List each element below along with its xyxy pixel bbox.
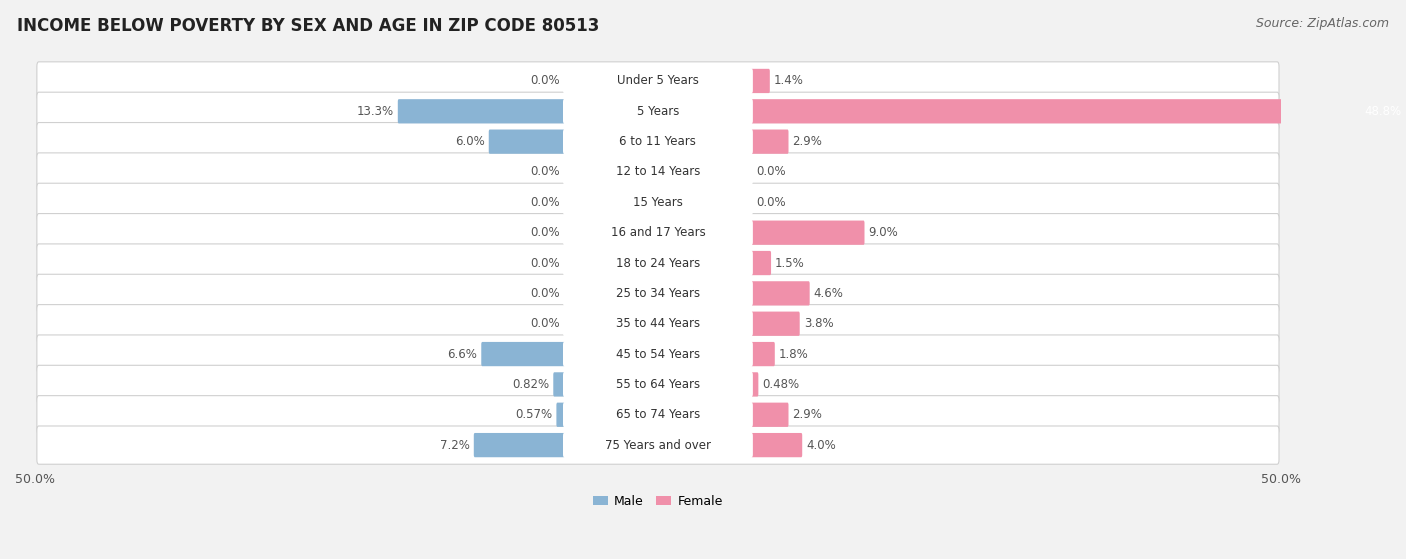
FancyBboxPatch shape (562, 68, 752, 94)
Text: 2.9%: 2.9% (793, 408, 823, 421)
Text: 9.0%: 9.0% (869, 226, 898, 239)
FancyBboxPatch shape (37, 365, 1279, 404)
FancyBboxPatch shape (751, 99, 1361, 124)
Text: 5 Years: 5 Years (637, 105, 679, 118)
FancyBboxPatch shape (554, 372, 565, 396)
Text: 0.0%: 0.0% (756, 165, 786, 178)
FancyBboxPatch shape (751, 221, 865, 245)
Text: 1.4%: 1.4% (773, 74, 804, 87)
FancyBboxPatch shape (37, 274, 1279, 312)
FancyBboxPatch shape (751, 130, 789, 154)
Text: 4.6%: 4.6% (814, 287, 844, 300)
Text: 3.8%: 3.8% (804, 317, 834, 330)
FancyBboxPatch shape (562, 159, 752, 184)
FancyBboxPatch shape (751, 433, 803, 457)
Text: 0.0%: 0.0% (530, 196, 560, 209)
Text: 45 to 54 Years: 45 to 54 Years (616, 348, 700, 361)
Text: 2.9%: 2.9% (793, 135, 823, 148)
Text: 16 and 17 Years: 16 and 17 Years (610, 226, 706, 239)
Text: Under 5 Years: Under 5 Years (617, 74, 699, 87)
FancyBboxPatch shape (751, 372, 758, 396)
FancyBboxPatch shape (37, 335, 1279, 373)
Text: 0.0%: 0.0% (756, 196, 786, 209)
FancyBboxPatch shape (37, 92, 1279, 130)
FancyBboxPatch shape (562, 281, 752, 306)
FancyBboxPatch shape (751, 342, 775, 366)
FancyBboxPatch shape (37, 244, 1279, 282)
Text: 0.57%: 0.57% (515, 408, 553, 421)
Text: 13.3%: 13.3% (357, 105, 394, 118)
Text: 25 to 34 Years: 25 to 34 Years (616, 287, 700, 300)
Text: 1.5%: 1.5% (775, 257, 804, 269)
FancyBboxPatch shape (562, 402, 752, 428)
FancyBboxPatch shape (562, 129, 752, 154)
Text: 0.0%: 0.0% (530, 165, 560, 178)
FancyBboxPatch shape (562, 372, 752, 397)
FancyBboxPatch shape (751, 402, 789, 427)
FancyBboxPatch shape (37, 153, 1279, 191)
Text: 48.8%: 48.8% (1364, 105, 1402, 118)
FancyBboxPatch shape (37, 396, 1279, 434)
FancyBboxPatch shape (562, 342, 752, 367)
Text: 0.48%: 0.48% (762, 378, 800, 391)
FancyBboxPatch shape (37, 183, 1279, 221)
FancyBboxPatch shape (751, 69, 770, 93)
FancyBboxPatch shape (751, 281, 810, 306)
Text: 0.82%: 0.82% (512, 378, 550, 391)
FancyBboxPatch shape (481, 342, 565, 366)
Text: 0.0%: 0.0% (530, 257, 560, 269)
FancyBboxPatch shape (562, 432, 752, 458)
FancyBboxPatch shape (557, 402, 565, 427)
Text: 18 to 24 Years: 18 to 24 Years (616, 257, 700, 269)
FancyBboxPatch shape (562, 98, 752, 124)
FancyBboxPatch shape (37, 122, 1279, 161)
Text: 12 to 14 Years: 12 to 14 Years (616, 165, 700, 178)
FancyBboxPatch shape (474, 433, 565, 457)
Text: Source: ZipAtlas.com: Source: ZipAtlas.com (1256, 17, 1389, 30)
FancyBboxPatch shape (751, 251, 770, 275)
FancyBboxPatch shape (37, 426, 1279, 464)
FancyBboxPatch shape (562, 250, 752, 276)
FancyBboxPatch shape (562, 311, 752, 337)
Text: 4.0%: 4.0% (806, 439, 837, 452)
FancyBboxPatch shape (398, 99, 565, 124)
FancyBboxPatch shape (489, 130, 565, 154)
FancyBboxPatch shape (562, 190, 752, 215)
Text: 0.0%: 0.0% (530, 287, 560, 300)
Text: INCOME BELOW POVERTY BY SEX AND AGE IN ZIP CODE 80513: INCOME BELOW POVERTY BY SEX AND AGE IN Z… (17, 17, 599, 35)
FancyBboxPatch shape (751, 311, 800, 336)
Text: 55 to 64 Years: 55 to 64 Years (616, 378, 700, 391)
Text: 1.8%: 1.8% (779, 348, 808, 361)
Text: 15 Years: 15 Years (633, 196, 683, 209)
Text: 7.2%: 7.2% (440, 439, 470, 452)
Legend: Male, Female: Male, Female (588, 490, 728, 513)
Text: 65 to 74 Years: 65 to 74 Years (616, 408, 700, 421)
Text: 6 to 11 Years: 6 to 11 Years (620, 135, 696, 148)
Text: 0.0%: 0.0% (530, 74, 560, 87)
Text: 75 Years and over: 75 Years and over (605, 439, 711, 452)
Text: 6.0%: 6.0% (456, 135, 485, 148)
Text: 0.0%: 0.0% (530, 317, 560, 330)
FancyBboxPatch shape (37, 305, 1279, 343)
Text: 35 to 44 Years: 35 to 44 Years (616, 317, 700, 330)
FancyBboxPatch shape (37, 62, 1279, 100)
Text: 0.0%: 0.0% (530, 226, 560, 239)
Text: 6.6%: 6.6% (447, 348, 477, 361)
FancyBboxPatch shape (37, 214, 1279, 252)
FancyBboxPatch shape (562, 220, 752, 245)
